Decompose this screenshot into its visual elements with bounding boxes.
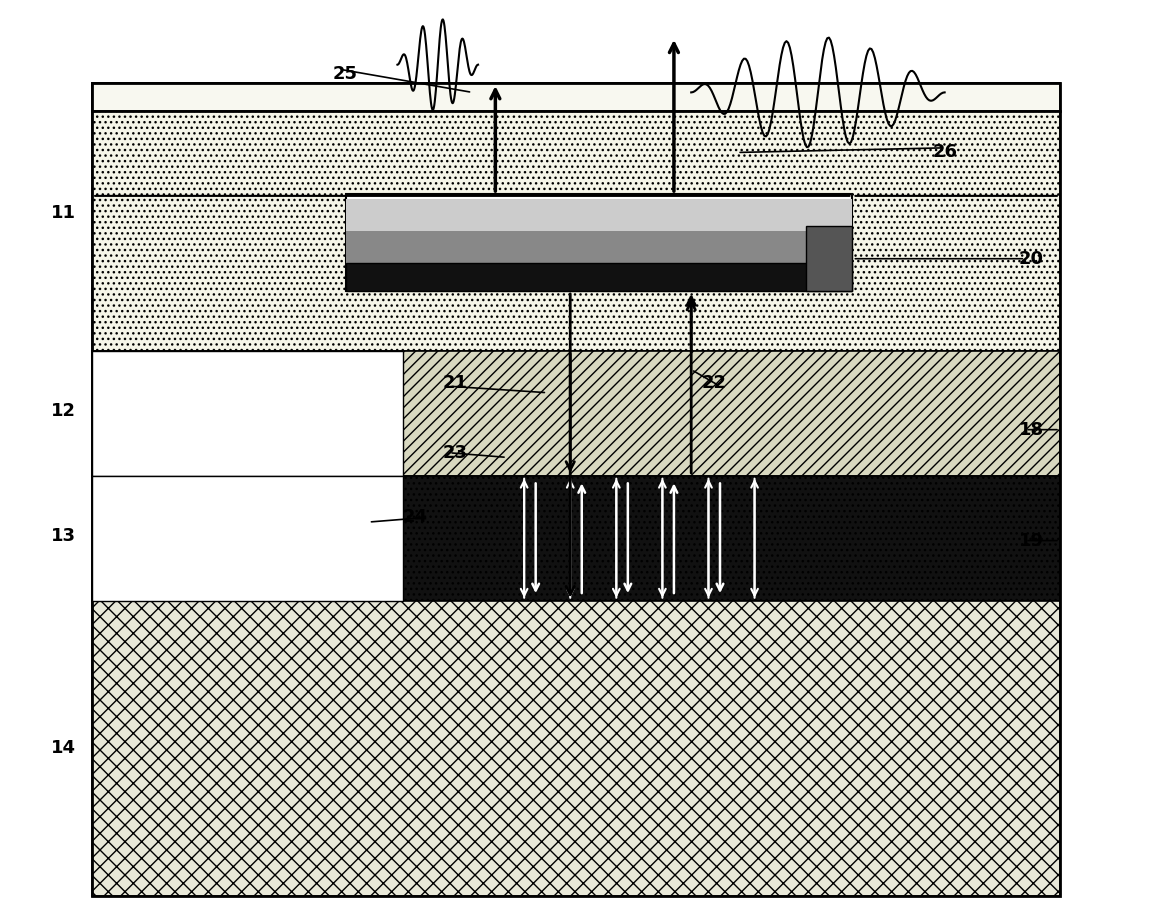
Bar	[806, 226, 852, 291]
Text: 11: 11	[51, 203, 76, 222]
Text: 25: 25	[333, 65, 358, 83]
Bar	[346, 231, 841, 268]
Text: 18: 18	[1018, 420, 1044, 439]
Bar	[346, 194, 852, 291]
Text: 21: 21	[442, 374, 468, 393]
Bar	[92, 351, 1060, 476]
Text: 19: 19	[1018, 531, 1044, 550]
Bar	[92, 83, 1060, 351]
Bar	[346, 199, 852, 249]
Text: 22: 22	[702, 374, 727, 393]
Bar	[346, 263, 852, 291]
Text: 23: 23	[442, 444, 468, 462]
Bar	[92, 83, 1060, 896]
Text: 13: 13	[51, 527, 76, 545]
Bar	[92, 83, 1060, 111]
Bar	[92, 351, 403, 476]
Text: 14: 14	[51, 739, 76, 758]
Bar	[92, 601, 1060, 896]
Bar	[92, 476, 403, 601]
Text: 24: 24	[402, 508, 427, 527]
Text: 12: 12	[51, 402, 76, 420]
Bar	[92, 476, 1060, 601]
Text: 20: 20	[1018, 249, 1044, 268]
Text: 26: 26	[932, 143, 957, 162]
